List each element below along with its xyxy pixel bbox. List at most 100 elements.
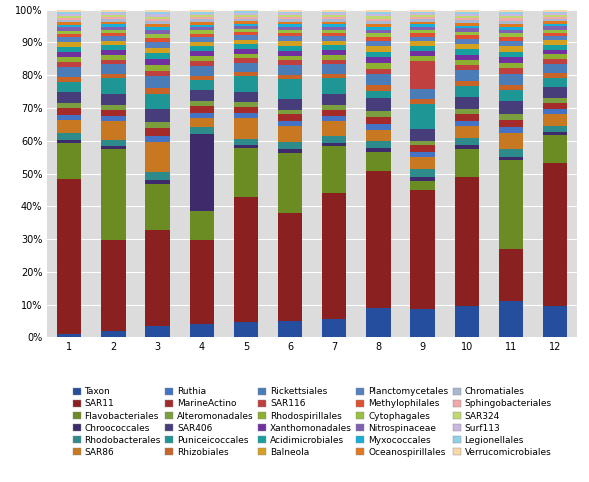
Bar — [101, 94, 125, 105]
Bar — [411, 190, 435, 308]
Bar — [322, 116, 346, 121]
Bar — [278, 30, 302, 33]
Bar — [101, 105, 125, 110]
Bar — [278, 41, 302, 46]
Bar — [366, 141, 391, 148]
Bar — [234, 58, 258, 63]
Bar — [145, 16, 170, 19]
Bar — [145, 77, 170, 88]
Bar — [455, 114, 479, 121]
Bar — [411, 169, 435, 177]
Bar — [366, 24, 391, 27]
Bar — [411, 141, 435, 146]
Legend: Taxon, SAR11, Flavobacteriales, Chroococcales, Rhodobacterales, SAR86, Ruthia, M: Taxon, SAR11, Flavobacteriales, Chroococ… — [70, 385, 554, 460]
Bar — [543, 132, 567, 135]
Bar — [543, 126, 567, 132]
Bar — [57, 13, 81, 15]
Bar — [543, 22, 567, 24]
Bar — [190, 13, 214, 15]
Bar — [322, 193, 346, 319]
Bar — [455, 306, 479, 337]
Bar — [234, 32, 258, 35]
Bar — [57, 31, 81, 34]
Bar — [190, 107, 214, 113]
Bar — [190, 22, 214, 25]
Bar — [322, 12, 346, 13]
Bar — [190, 56, 214, 61]
Bar — [101, 36, 125, 40]
Bar — [190, 46, 214, 52]
Bar — [499, 133, 523, 149]
Bar — [455, 36, 479, 39]
Bar — [234, 13, 258, 15]
Bar — [322, 22, 346, 24]
Bar — [101, 40, 125, 45]
Bar — [322, 136, 346, 143]
Bar — [499, 301, 523, 337]
Bar — [543, 54, 567, 59]
Bar — [543, 135, 567, 163]
Bar — [145, 38, 170, 42]
Bar — [145, 173, 170, 180]
Bar — [322, 60, 346, 64]
Bar — [455, 54, 479, 60]
Bar — [411, 30, 435, 33]
Bar — [543, 163, 567, 306]
Bar — [101, 331, 125, 337]
Bar — [278, 27, 302, 30]
Bar — [499, 85, 523, 91]
Bar — [411, 181, 435, 190]
Bar — [190, 17, 214, 19]
Bar — [455, 32, 479, 36]
Bar — [366, 85, 391, 91]
Bar — [190, 15, 214, 17]
Bar — [499, 18, 523, 21]
Bar — [234, 197, 258, 322]
Bar — [278, 51, 302, 55]
Bar — [366, 21, 391, 24]
Bar — [57, 42, 81, 47]
Bar — [499, 37, 523, 40]
Bar — [543, 12, 567, 13]
Bar — [543, 10, 567, 12]
Bar — [543, 33, 567, 36]
Bar — [499, 63, 523, 68]
Bar — [411, 25, 435, 27]
Bar — [322, 50, 346, 55]
Bar — [278, 19, 302, 22]
Bar — [145, 30, 170, 34]
Bar — [366, 18, 391, 21]
Bar — [278, 60, 302, 65]
Bar — [101, 22, 125, 24]
Bar — [366, 148, 391, 152]
Bar — [190, 118, 214, 127]
Bar — [101, 149, 125, 240]
Bar — [234, 40, 258, 44]
Bar — [57, 47, 81, 52]
Bar — [499, 114, 523, 120]
Bar — [543, 27, 567, 29]
Bar — [57, 10, 81, 12]
Bar — [145, 34, 170, 38]
Bar — [455, 121, 479, 126]
Bar — [411, 13, 435, 15]
Bar — [455, 65, 479, 70]
Bar — [145, 94, 170, 109]
Bar — [455, 26, 479, 28]
Bar — [278, 80, 302, 98]
Bar — [190, 90, 214, 101]
Bar — [411, 37, 435, 41]
Bar — [190, 37, 214, 41]
Bar — [145, 21, 170, 24]
Bar — [543, 73, 567, 78]
Bar — [366, 130, 391, 141]
Bar — [411, 104, 435, 129]
Bar — [101, 60, 125, 64]
Bar — [322, 13, 346, 15]
Bar — [543, 24, 567, 27]
Bar — [455, 50, 479, 54]
Bar — [57, 120, 81, 133]
Bar — [57, 12, 81, 13]
Bar — [234, 21, 258, 24]
Bar — [366, 98, 391, 111]
